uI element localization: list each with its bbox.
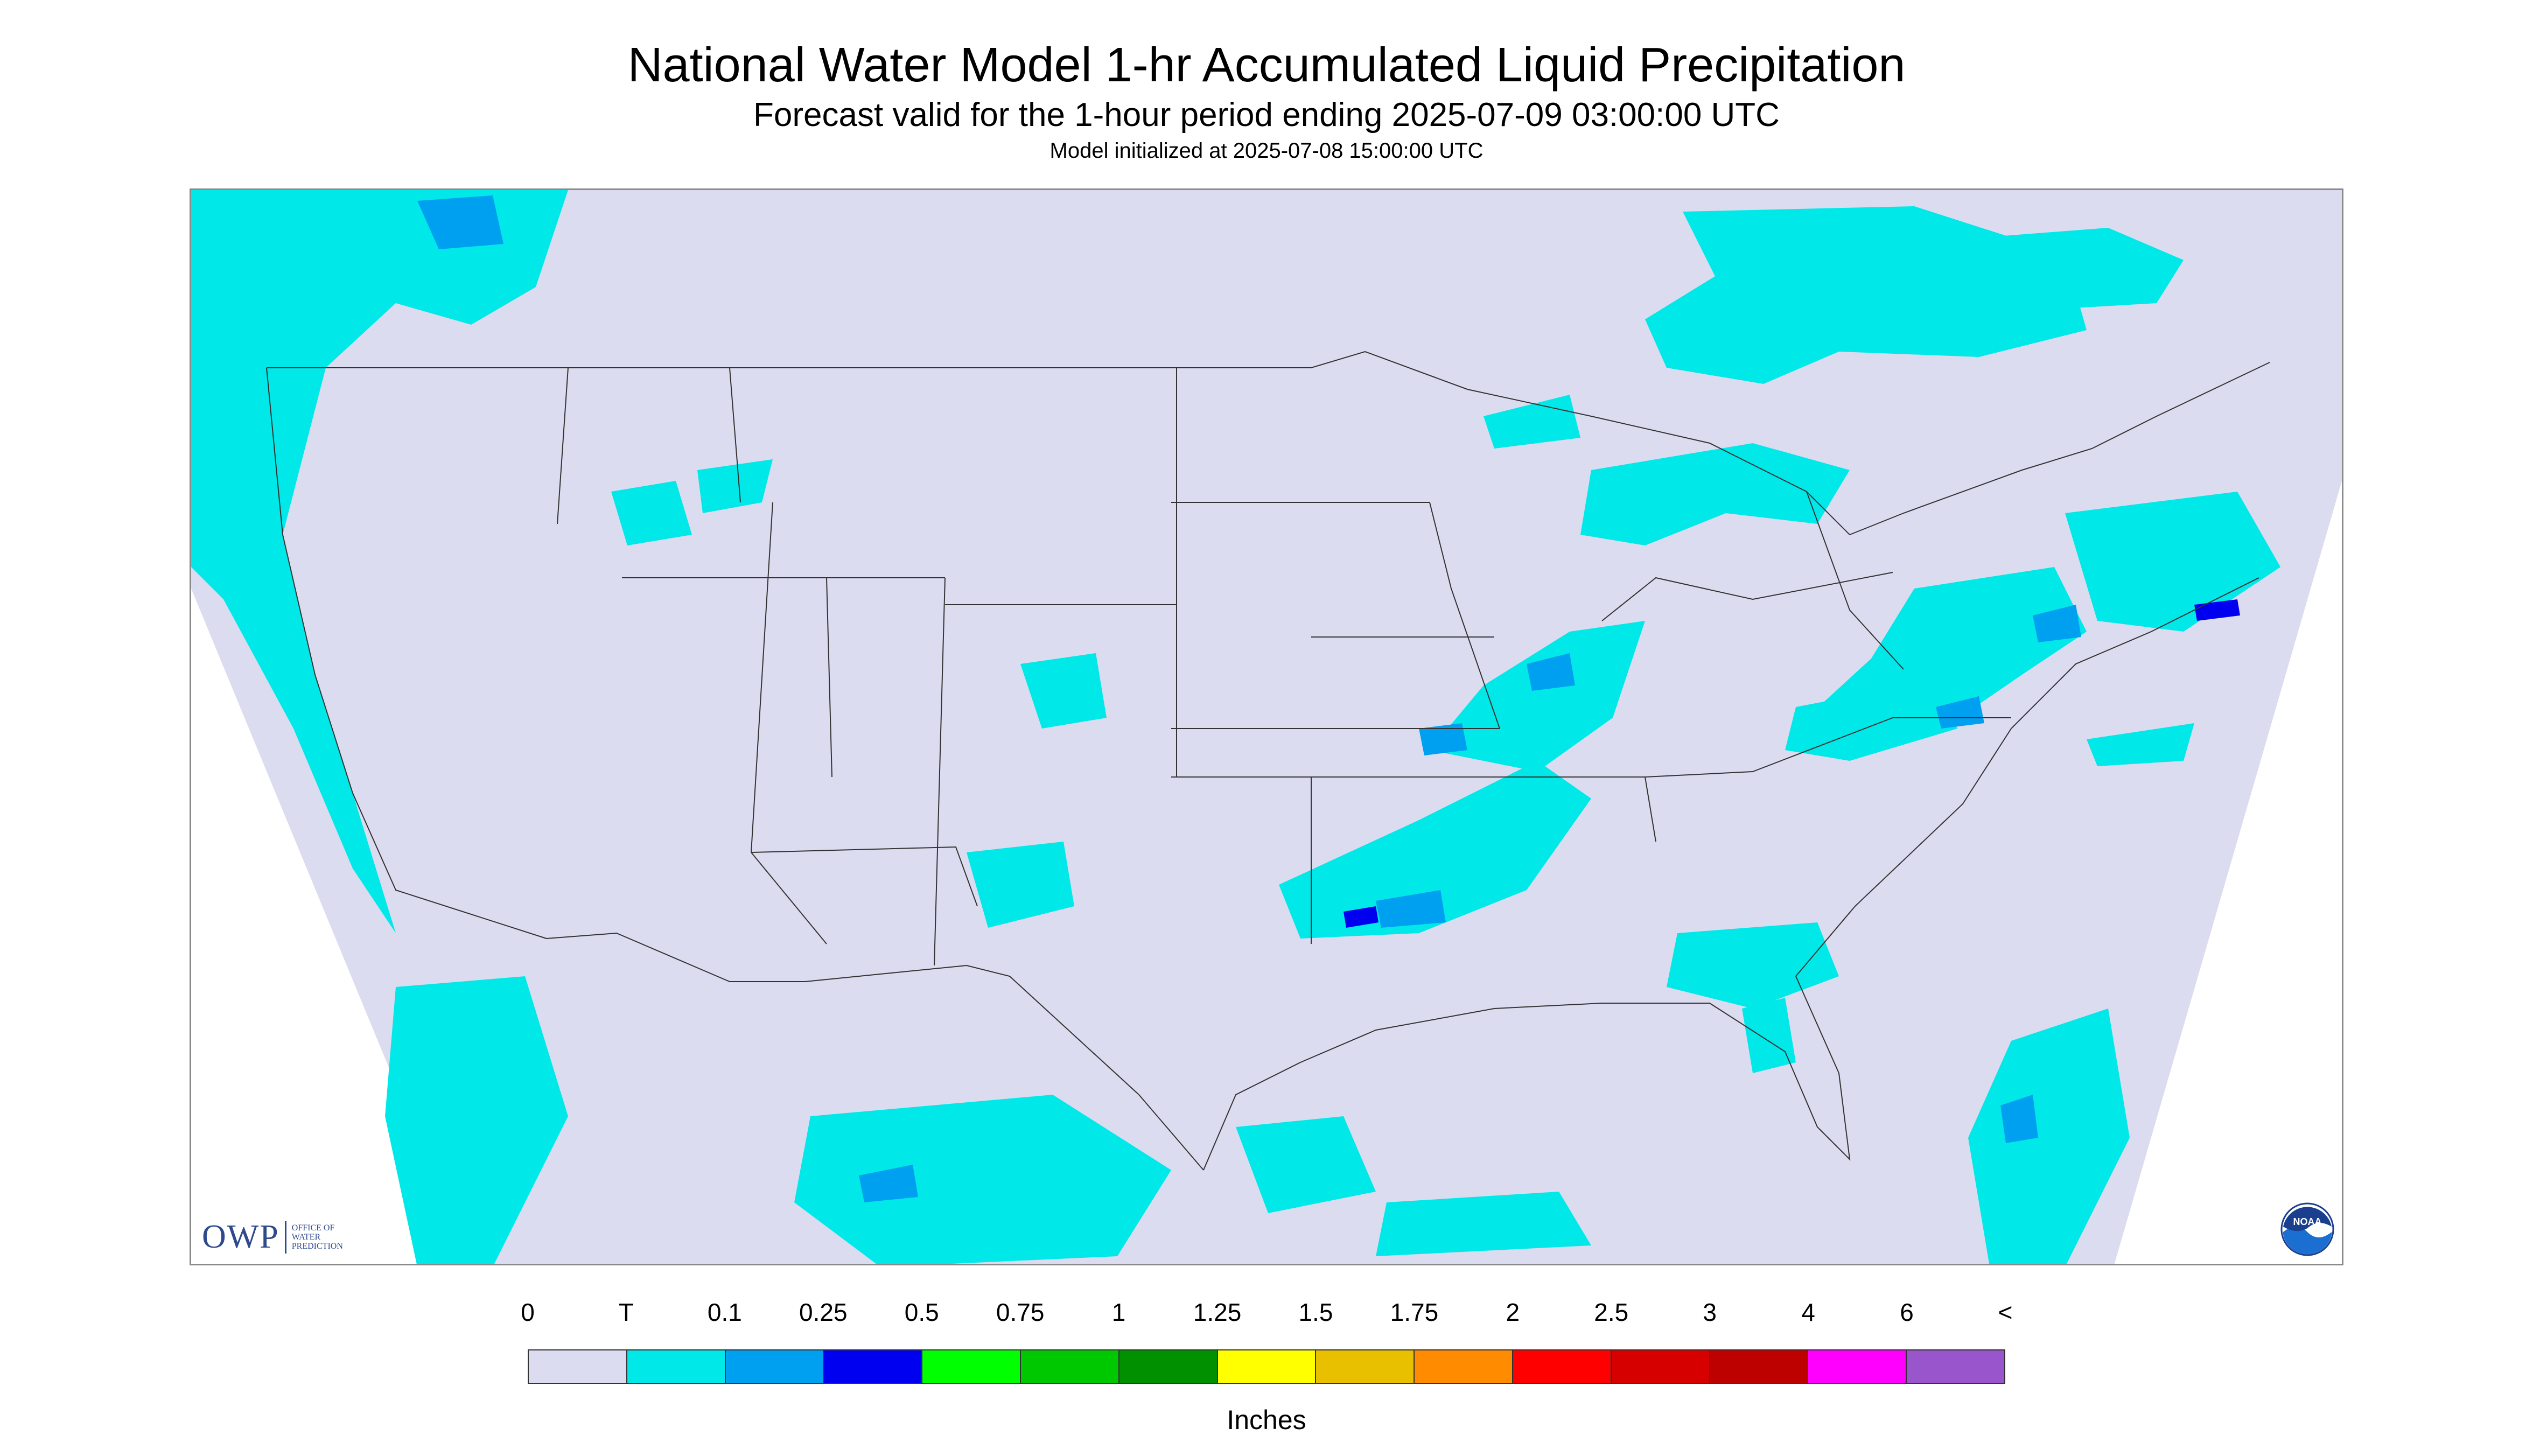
us-mexico-border (546, 932, 1204, 1171)
precip-caribbean-coast (1376, 1192, 1591, 1256)
legend-swatch (1907, 1350, 2004, 1383)
legend-tick-labels: 0 T 0.1 0.25 0.5 0.75 1 1.25 1.5 1.75 2 2.5 3 4 6 < (521, 1298, 2012, 1335)
legend-tick-label: 0.1 (707, 1298, 742, 1326)
precip-montana (611, 481, 692, 545)
owp-logo-subtitle: Office of Water Prediction (292, 1223, 343, 1251)
owp-logo-line1: Office of (291, 1223, 335, 1233)
legend-tick-label: 0.75 (996, 1298, 1045, 1326)
legend-swatch (1119, 1350, 1218, 1383)
legend-tick-label: 1.75 (1390, 1298, 1439, 1326)
owp-logo-line2: Water (291, 1233, 321, 1242)
owp-logo: OWP Office of Water Prediction (202, 1218, 343, 1256)
legend-tick-label: 1.25 (1193, 1298, 1242, 1326)
legend-swatch (627, 1350, 726, 1383)
precip-southeast (1667, 922, 1839, 1009)
map-canvas (191, 190, 2342, 1264)
legend-tick-label: T (618, 1298, 634, 1326)
precip-baja (385, 976, 568, 1264)
cell-mississippi (1376, 890, 1446, 928)
legend-swatch (922, 1350, 1021, 1383)
precip-canada-east (1898, 228, 2184, 309)
legend-color-bar (528, 1349, 2005, 1384)
owp-logo-divider (284, 1221, 286, 1254)
precip-mexico-south (794, 1095, 1171, 1264)
map-subtitle: Forecast valid for the 1-hour period end… (753, 96, 1780, 134)
map-title: National Water Model 1-hr Accumulated Li… (627, 38, 1906, 92)
legend-swatch (1513, 1350, 1612, 1383)
west-coast (266, 367, 547, 939)
state-lines (557, 367, 2011, 966)
cell-ms-heavy (1344, 906, 1379, 928)
precip-trace-areas (191, 190, 2280, 1264)
legend-swatch (529, 1350, 627, 1383)
legend-swatch (1710, 1350, 1809, 1383)
precip-colorado (1020, 653, 1107, 729)
legend-swatch (725, 1350, 824, 1383)
precipitation-map[interactable]: OWP Office of Water Prediction NOAA (190, 188, 2343, 1265)
precip-idaho (697, 459, 773, 513)
cell-virginia (1936, 696, 1984, 729)
precip-new-england (2065, 492, 2280, 632)
precip-florida (1742, 998, 1796, 1073)
legend-units: Inches (1227, 1405, 1306, 1435)
precip-light-cells (417, 195, 2081, 1202)
legend-tick-label: 2.5 (1594, 1298, 1629, 1326)
legend-swatch (1316, 1350, 1415, 1383)
cell-missouri (1419, 723, 1467, 755)
owp-logo-letters: OWP (202, 1219, 279, 1255)
legend-tick-label: 6 (1900, 1298, 1914, 1326)
precip-gulf (1236, 1116, 1376, 1213)
cell-indiana (1527, 653, 1575, 691)
precip-midwest-band (1430, 621, 1645, 772)
cell-bc-coast (417, 195, 503, 249)
legend-swatch (1415, 1350, 1513, 1383)
legend-tick-label: 3 (1703, 1298, 1717, 1326)
noaa-logo-text: NOAA (2293, 1216, 2322, 1227)
precip-new-mexico (967, 842, 1074, 928)
legend-tick-label: 2 (1506, 1298, 1520, 1326)
us-canada-border (267, 351, 2270, 536)
gulf-coast (1203, 577, 2259, 1171)
legend-swatch (1020, 1350, 1119, 1383)
legend-tick-label: 0.25 (799, 1298, 848, 1326)
legend-swatch (1217, 1350, 1317, 1383)
precip-southern-band (1279, 761, 1591, 939)
precip-great-lakes (1580, 443, 1850, 545)
cell-atlantic (2000, 1095, 2038, 1143)
legend-swatch (1808, 1350, 1907, 1383)
legend-tick-label: < (1998, 1298, 2013, 1326)
legend-tick-label: 0 (521, 1298, 535, 1326)
precip-ohio-valley (1785, 680, 1957, 761)
legend-swatch (1611, 1350, 1710, 1383)
cell-oaxaca (859, 1165, 918, 1202)
political-boundaries (266, 351, 2270, 1171)
cell-new-jersey (2033, 605, 2081, 642)
legend-tick-label: 1.5 (1298, 1298, 1333, 1326)
legend-tick-label: 1 (1111, 1298, 1126, 1326)
noaa-logo: NOAA (2280, 1202, 2334, 1256)
precip-atlantic-se (1968, 1009, 2130, 1264)
model-domain (191, 459, 2342, 1264)
owp-logo-line3: Prediction (291, 1242, 343, 1251)
legend-tick-label: 0.5 (904, 1298, 939, 1326)
legend-tick-label: 4 (1801, 1298, 1815, 1326)
model-init-time: Model initialized at 2025-07-08 15:00:00… (1049, 139, 1484, 163)
precip-atlantic-ne (2087, 723, 2194, 766)
legend-swatch (824, 1350, 923, 1383)
precip-pacific-northwest (191, 190, 568, 933)
